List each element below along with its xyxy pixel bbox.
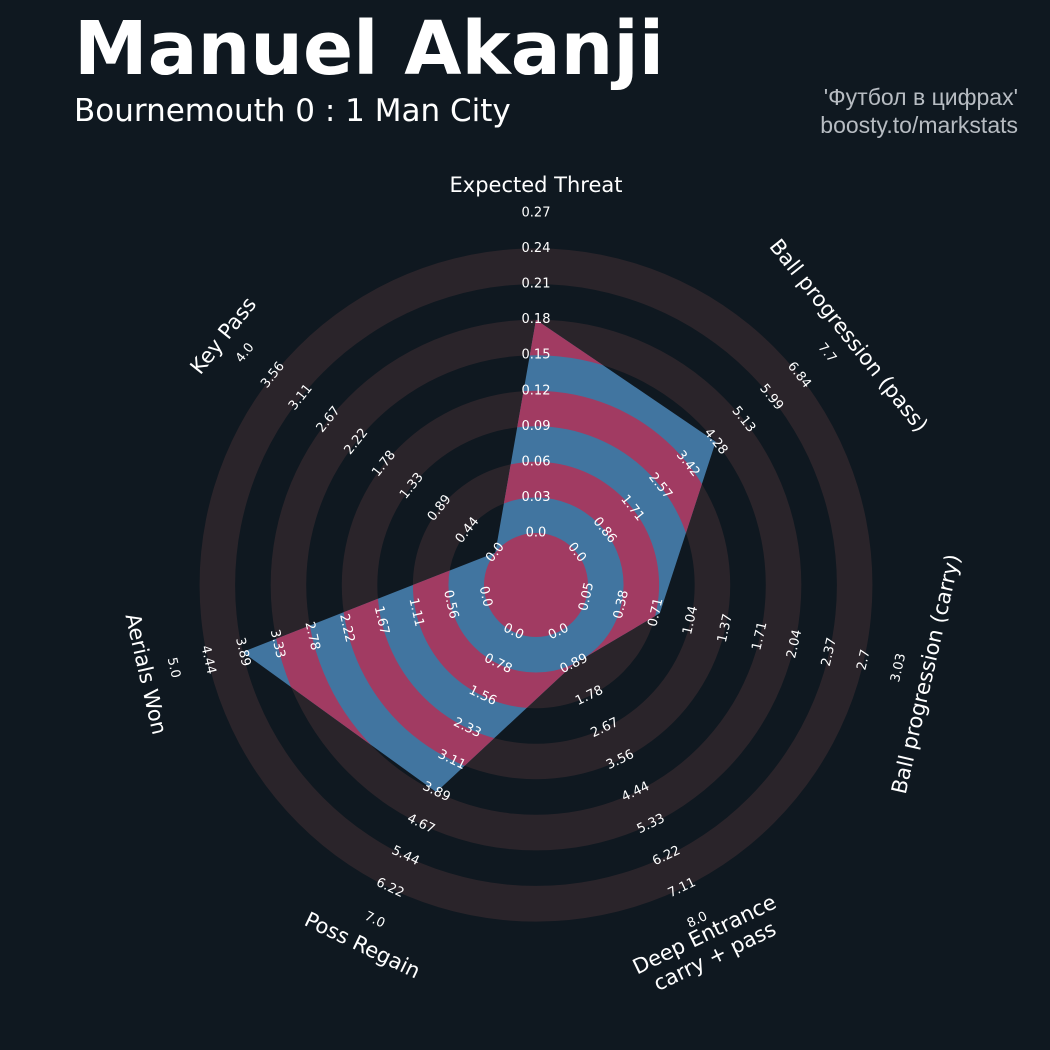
tick-label: 2.7 xyxy=(854,648,873,672)
parameter-label: Deep Entrancecarry + pass xyxy=(629,890,790,1001)
tick-label: 2.22 xyxy=(336,612,357,644)
tick-label: 5.0 xyxy=(164,656,183,680)
polygon-band xyxy=(484,533,588,637)
tick-label: 1.71 xyxy=(749,620,770,652)
tick-label: 0.0 xyxy=(526,526,547,541)
tick-label: 0.24 xyxy=(522,241,551,256)
parameter-label: Key Pass xyxy=(185,292,261,378)
tick-label: 2.04 xyxy=(784,628,805,660)
parameter-label: Aerials Won xyxy=(121,611,172,737)
parameter-label: Expected Threat xyxy=(450,173,623,197)
tick-label: 7.0 xyxy=(362,909,387,931)
credit-line-1: 'Футбол в цифрах' xyxy=(823,84,1018,110)
tick-label: 0.09 xyxy=(522,419,551,434)
tick-label: 0.15 xyxy=(522,348,551,363)
tick-label: 0.05 xyxy=(576,581,597,613)
tick-label: 0.38 xyxy=(611,589,632,621)
tick-label: 4.0 xyxy=(233,340,258,366)
player-name: Manuel Akanji xyxy=(74,6,665,92)
tick-label: 1.11 xyxy=(405,597,426,629)
credit-line-2: boosty.to/markstats xyxy=(820,112,1018,138)
tick-label: 2.37 xyxy=(819,636,840,668)
tick-label: 3.03 xyxy=(888,652,909,684)
tick-label: 1.04 xyxy=(680,605,701,637)
polygon-bands xyxy=(242,319,716,793)
tick-label: 7.7 xyxy=(814,340,839,366)
tick-label: 1.67 xyxy=(371,605,392,637)
tick-label: 0.27 xyxy=(522,206,551,221)
tick-label: 3.33 xyxy=(267,628,288,660)
parameter-label: Poss Regain xyxy=(301,907,424,983)
tick-label: 4.44 xyxy=(197,644,218,676)
match-result: Bournemouth 0 : 1 Man City xyxy=(74,93,511,129)
player-polygon xyxy=(242,319,716,793)
tick-label: 0.0 xyxy=(476,585,495,609)
tick-label: 2.78 xyxy=(301,620,322,652)
tick-label: 0.12 xyxy=(522,383,551,398)
tick-label: 0.18 xyxy=(522,312,551,327)
tick-label: 3.89 xyxy=(232,636,253,668)
tick-label: 1.37 xyxy=(715,612,736,644)
tick-label: 0.06 xyxy=(522,454,551,469)
tick-label: 0.21 xyxy=(522,277,551,292)
tick-label: 0.56 xyxy=(440,589,461,621)
tick-label: 0.71 xyxy=(645,597,666,629)
tick-label: 0.03 xyxy=(522,490,551,505)
